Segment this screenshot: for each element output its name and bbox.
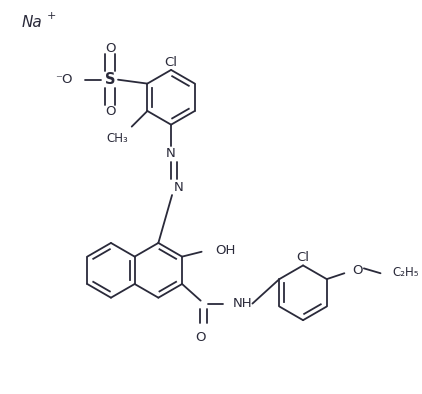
Text: O: O bbox=[352, 264, 362, 277]
Text: +: + bbox=[47, 11, 56, 21]
Text: S: S bbox=[105, 72, 116, 87]
Text: N: N bbox=[174, 181, 184, 194]
Text: Cl: Cl bbox=[165, 56, 178, 69]
Text: Cl: Cl bbox=[297, 251, 310, 264]
Text: Na: Na bbox=[22, 15, 42, 30]
Text: C₂H₅: C₂H₅ bbox=[392, 266, 419, 279]
Text: O: O bbox=[105, 42, 116, 55]
Text: OH: OH bbox=[215, 244, 235, 257]
Text: O: O bbox=[105, 106, 116, 119]
Text: CH₃: CH₃ bbox=[106, 132, 128, 145]
Text: O: O bbox=[195, 331, 206, 344]
Text: NH: NH bbox=[233, 297, 252, 310]
Text: N: N bbox=[166, 147, 176, 160]
Text: ⁻O: ⁻O bbox=[56, 73, 73, 86]
